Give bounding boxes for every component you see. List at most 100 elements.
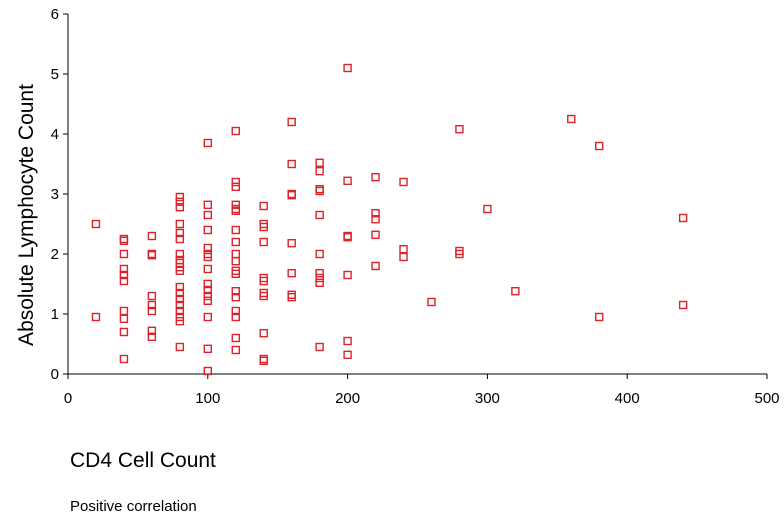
- data-point: [231, 312, 240, 322]
- data-point: [119, 264, 129, 274]
- data-point: [175, 249, 185, 259]
- data-point: [231, 269, 240, 278]
- data-point: [119, 354, 129, 364]
- data-point: [315, 273, 324, 283]
- data-point: [175, 258, 185, 268]
- data-point: [343, 176, 352, 186]
- data-point: [343, 336, 352, 346]
- data-point: [259, 329, 268, 338]
- data-point: [371, 208, 380, 218]
- data-point: [203, 138, 213, 148]
- data-point: [455, 249, 464, 259]
- data-point: [175, 202, 185, 212]
- data-point: [119, 306, 129, 316]
- scatter-chart: 0 1 2 3 4 5 6 0 100 200 300 400 500 Absolute Lymphoc…: [15, 6, 780, 407]
- data-point: [371, 172, 380, 182]
- data-point: [287, 238, 296, 248]
- data-point: [371, 230, 380, 240]
- data-point: [483, 204, 492, 214]
- x-tick-label: 100: [195, 390, 220, 407]
- data-point: [175, 294, 185, 304]
- data-point: [427, 297, 436, 307]
- data-point: [259, 291, 268, 301]
- data-point: [287, 269, 296, 278]
- data-point: [203, 344, 213, 353]
- data-point: [91, 219, 101, 229]
- data-point: [147, 231, 157, 241]
- data-point: [119, 249, 129, 259]
- data-point: [203, 285, 213, 295]
- data-point: [119, 270, 129, 280]
- data-point: [231, 182, 240, 192]
- x-axis-title: CD4 Cell Count: [70, 449, 216, 472]
- data-point: [231, 293, 240, 302]
- y-axis-title: Absolute Lymphocyte Count: [15, 84, 38, 346]
- data-point: [203, 225, 213, 235]
- data-point: [678, 300, 688, 310]
- data-point: [315, 249, 324, 259]
- data-point: [231, 177, 240, 187]
- data-point: [231, 257, 240, 266]
- y-tick-label: 5: [51, 66, 59, 83]
- data-point: [147, 306, 157, 316]
- x-tick-label: 400: [615, 390, 640, 407]
- data-point: [315, 269, 324, 278]
- data-point: [203, 243, 213, 253]
- data-point: [343, 63, 352, 73]
- data-point: [231, 333, 240, 343]
- data-point: [231, 345, 240, 355]
- data-point: [343, 232, 352, 242]
- data-point: [259, 201, 268, 211]
- data-point: [119, 314, 129, 323]
- data-points: [91, 63, 688, 376]
- data-point: [231, 249, 240, 259]
- y-tick-label: 4: [51, 126, 59, 143]
- data-point: [231, 225, 240, 235]
- data-point: [175, 192, 185, 202]
- data-point: [595, 312, 604, 322]
- data-point: [399, 252, 408, 262]
- data-point: [455, 124, 464, 134]
- data-point: [259, 354, 268, 364]
- data-point: [203, 264, 213, 274]
- data-point: [119, 236, 129, 246]
- data-point: [259, 237, 268, 247]
- data-point: [315, 210, 324, 220]
- data-point: [511, 287, 520, 296]
- data-point: [175, 197, 185, 207]
- data-point: [287, 190, 296, 200]
- data-point: [315, 158, 324, 168]
- data-point: [119, 327, 129, 337]
- data-point: [147, 332, 157, 341]
- data-point: [203, 312, 213, 322]
- data-point: [343, 350, 352, 359]
- data-point: [231, 287, 240, 296]
- data-point: [175, 282, 185, 292]
- y-tick-label: 0: [51, 366, 59, 383]
- data-point: [203, 296, 213, 305]
- data-point: [175, 228, 185, 238]
- data-point: [287, 117, 296, 127]
- y-tick-label: 1: [51, 306, 59, 323]
- data-point: [203, 200, 213, 210]
- data-point: [175, 234, 185, 244]
- data-point: [315, 342, 324, 352]
- data-point: [175, 288, 185, 298]
- data-point: [315, 166, 324, 176]
- data-point: [371, 261, 380, 271]
- data-point: [175, 312, 185, 322]
- data-point: [315, 278, 324, 287]
- data-point: [175, 317, 185, 326]
- data-point: [147, 326, 157, 335]
- data-point: [119, 234, 129, 244]
- x-tick-label: 300: [475, 390, 500, 407]
- data-point: [147, 291, 157, 301]
- data-point: [231, 206, 240, 216]
- data-point: [91, 312, 101, 322]
- data-point: [259, 276, 268, 286]
- data-point: [119, 276, 129, 286]
- caption-text: Positive correlation: [70, 498, 197, 515]
- data-point: [203, 210, 213, 220]
- data-point: [315, 184, 324, 194]
- data-point: [399, 244, 408, 254]
